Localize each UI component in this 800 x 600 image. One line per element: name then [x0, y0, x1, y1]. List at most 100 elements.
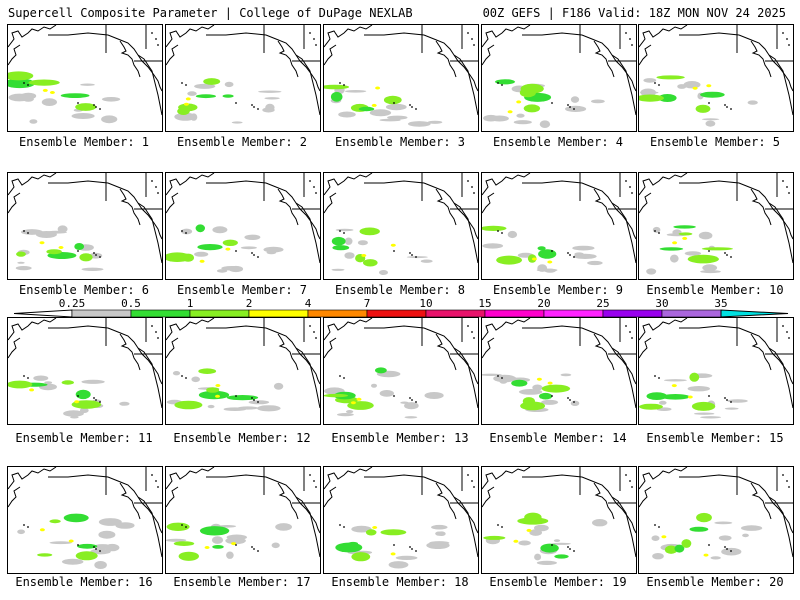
- scp-high-area: [703, 553, 709, 557]
- map-panel[interactable]: [165, 24, 321, 132]
- map-panel[interactable]: [165, 317, 321, 425]
- island: [726, 548, 728, 550]
- scp-mid-area: [203, 78, 221, 85]
- map-panel[interactable]: [638, 172, 794, 280]
- scp-mid-area: [351, 552, 371, 562]
- scp-high-area: [531, 257, 537, 261]
- scp-low-area: [17, 261, 25, 264]
- scp-mid-area: [177, 107, 190, 116]
- scp-low-area: [357, 240, 368, 246]
- scp-mid-area: [701, 247, 733, 251]
- map-panel[interactable]: [323, 24, 479, 132]
- coastline: [522, 325, 636, 385]
- legend-swatch: [130, 309, 191, 318]
- island: [551, 544, 553, 546]
- island: [155, 38, 157, 40]
- island: [724, 397, 726, 399]
- scp-low-area: [395, 555, 418, 560]
- map-panel[interactable]: [7, 466, 163, 574]
- legend-swatch: [543, 309, 604, 318]
- coastline: [8, 467, 57, 490]
- island: [786, 331, 788, 333]
- scp-low-area: [44, 381, 53, 384]
- map-panel[interactable]: [481, 24, 637, 132]
- island: [631, 486, 633, 488]
- coastline: [324, 486, 337, 508]
- scp-low-area: [700, 270, 721, 274]
- coastline: [137, 202, 162, 264]
- scp-low-area: [742, 533, 749, 538]
- map-canvas: [639, 467, 793, 560]
- scp-low-area: [346, 410, 354, 414]
- scp-low-area: [344, 237, 353, 245]
- map-canvas: [166, 467, 320, 561]
- scp-low-area: [687, 386, 710, 392]
- island: [654, 524, 656, 526]
- island: [235, 250, 237, 252]
- scp-low-area: [344, 90, 367, 93]
- map-canvas: [639, 318, 793, 419]
- map-panel[interactable]: [323, 466, 479, 574]
- legend-tick-label: 2: [246, 298, 253, 310]
- coastline: [119, 333, 141, 371]
- scp-mid-area: [60, 93, 90, 98]
- coastline: [48, 180, 162, 240]
- map-panel[interactable]: [7, 172, 163, 280]
- product-title: Supercell Composite Parameter | College …: [8, 6, 413, 20]
- map-panel[interactable]: [638, 24, 794, 132]
- island: [573, 401, 575, 403]
- coastline: [639, 173, 688, 196]
- map-canvas: [324, 25, 478, 127]
- scp-low-area: [387, 115, 408, 120]
- scp-low-area: [714, 521, 733, 525]
- scp-mid-area: [522, 397, 535, 406]
- scp-low-area: [724, 407, 739, 410]
- scp-mid-area: [28, 79, 60, 86]
- coastline: [8, 486, 21, 508]
- island: [658, 526, 660, 528]
- map-panel[interactable]: [481, 172, 637, 280]
- member-caption: Ensemble Member: 1: [18, 135, 150, 149]
- scp-mid-area: [375, 367, 387, 374]
- map-panel[interactable]: [638, 317, 794, 425]
- map-panel[interactable]: [481, 466, 637, 574]
- map-panel[interactable]: [323, 317, 479, 425]
- island: [93, 252, 95, 254]
- scp-low-area: [237, 406, 259, 410]
- map-panel[interactable]: [165, 466, 321, 574]
- scp-mid-area: [363, 259, 378, 267]
- scp-high-area: [199, 259, 205, 263]
- scp-low-area: [483, 114, 499, 122]
- legend-swatch: [248, 309, 309, 318]
- map-panel[interactable]: [638, 466, 794, 574]
- map-canvas: [639, 25, 793, 127]
- island: [629, 480, 631, 482]
- map-panel[interactable]: [165, 172, 321, 280]
- coastline: [166, 337, 179, 359]
- legend-tick-label: 35: [714, 298, 727, 310]
- map-panel[interactable]: [481, 317, 637, 425]
- scp-mid-area: [695, 104, 711, 113]
- scp-low-area: [264, 97, 280, 100]
- island: [257, 108, 259, 110]
- island: [782, 180, 784, 182]
- island: [569, 548, 571, 550]
- scp-low-area: [406, 256, 428, 259]
- scp-low-area: [102, 97, 121, 102]
- island: [155, 186, 157, 188]
- coastline: [482, 318, 531, 341]
- island: [782, 474, 784, 476]
- scp-low-area: [482, 373, 502, 376]
- scp-low-area: [263, 246, 284, 253]
- member-caption: Ensemble Member: 2: [176, 135, 308, 149]
- scp-mid-area: [74, 243, 85, 250]
- map-canvas: [166, 25, 320, 124]
- coastline: [750, 40, 772, 78]
- scp-low-area: [646, 268, 657, 275]
- map-panel[interactable]: [7, 317, 163, 425]
- map-panel[interactable]: [323, 172, 479, 280]
- scp-mid-area: [195, 94, 216, 99]
- scp-high-area: [507, 110, 513, 114]
- map-panel[interactable]: [7, 24, 163, 132]
- scp-mid-area: [71, 400, 102, 409]
